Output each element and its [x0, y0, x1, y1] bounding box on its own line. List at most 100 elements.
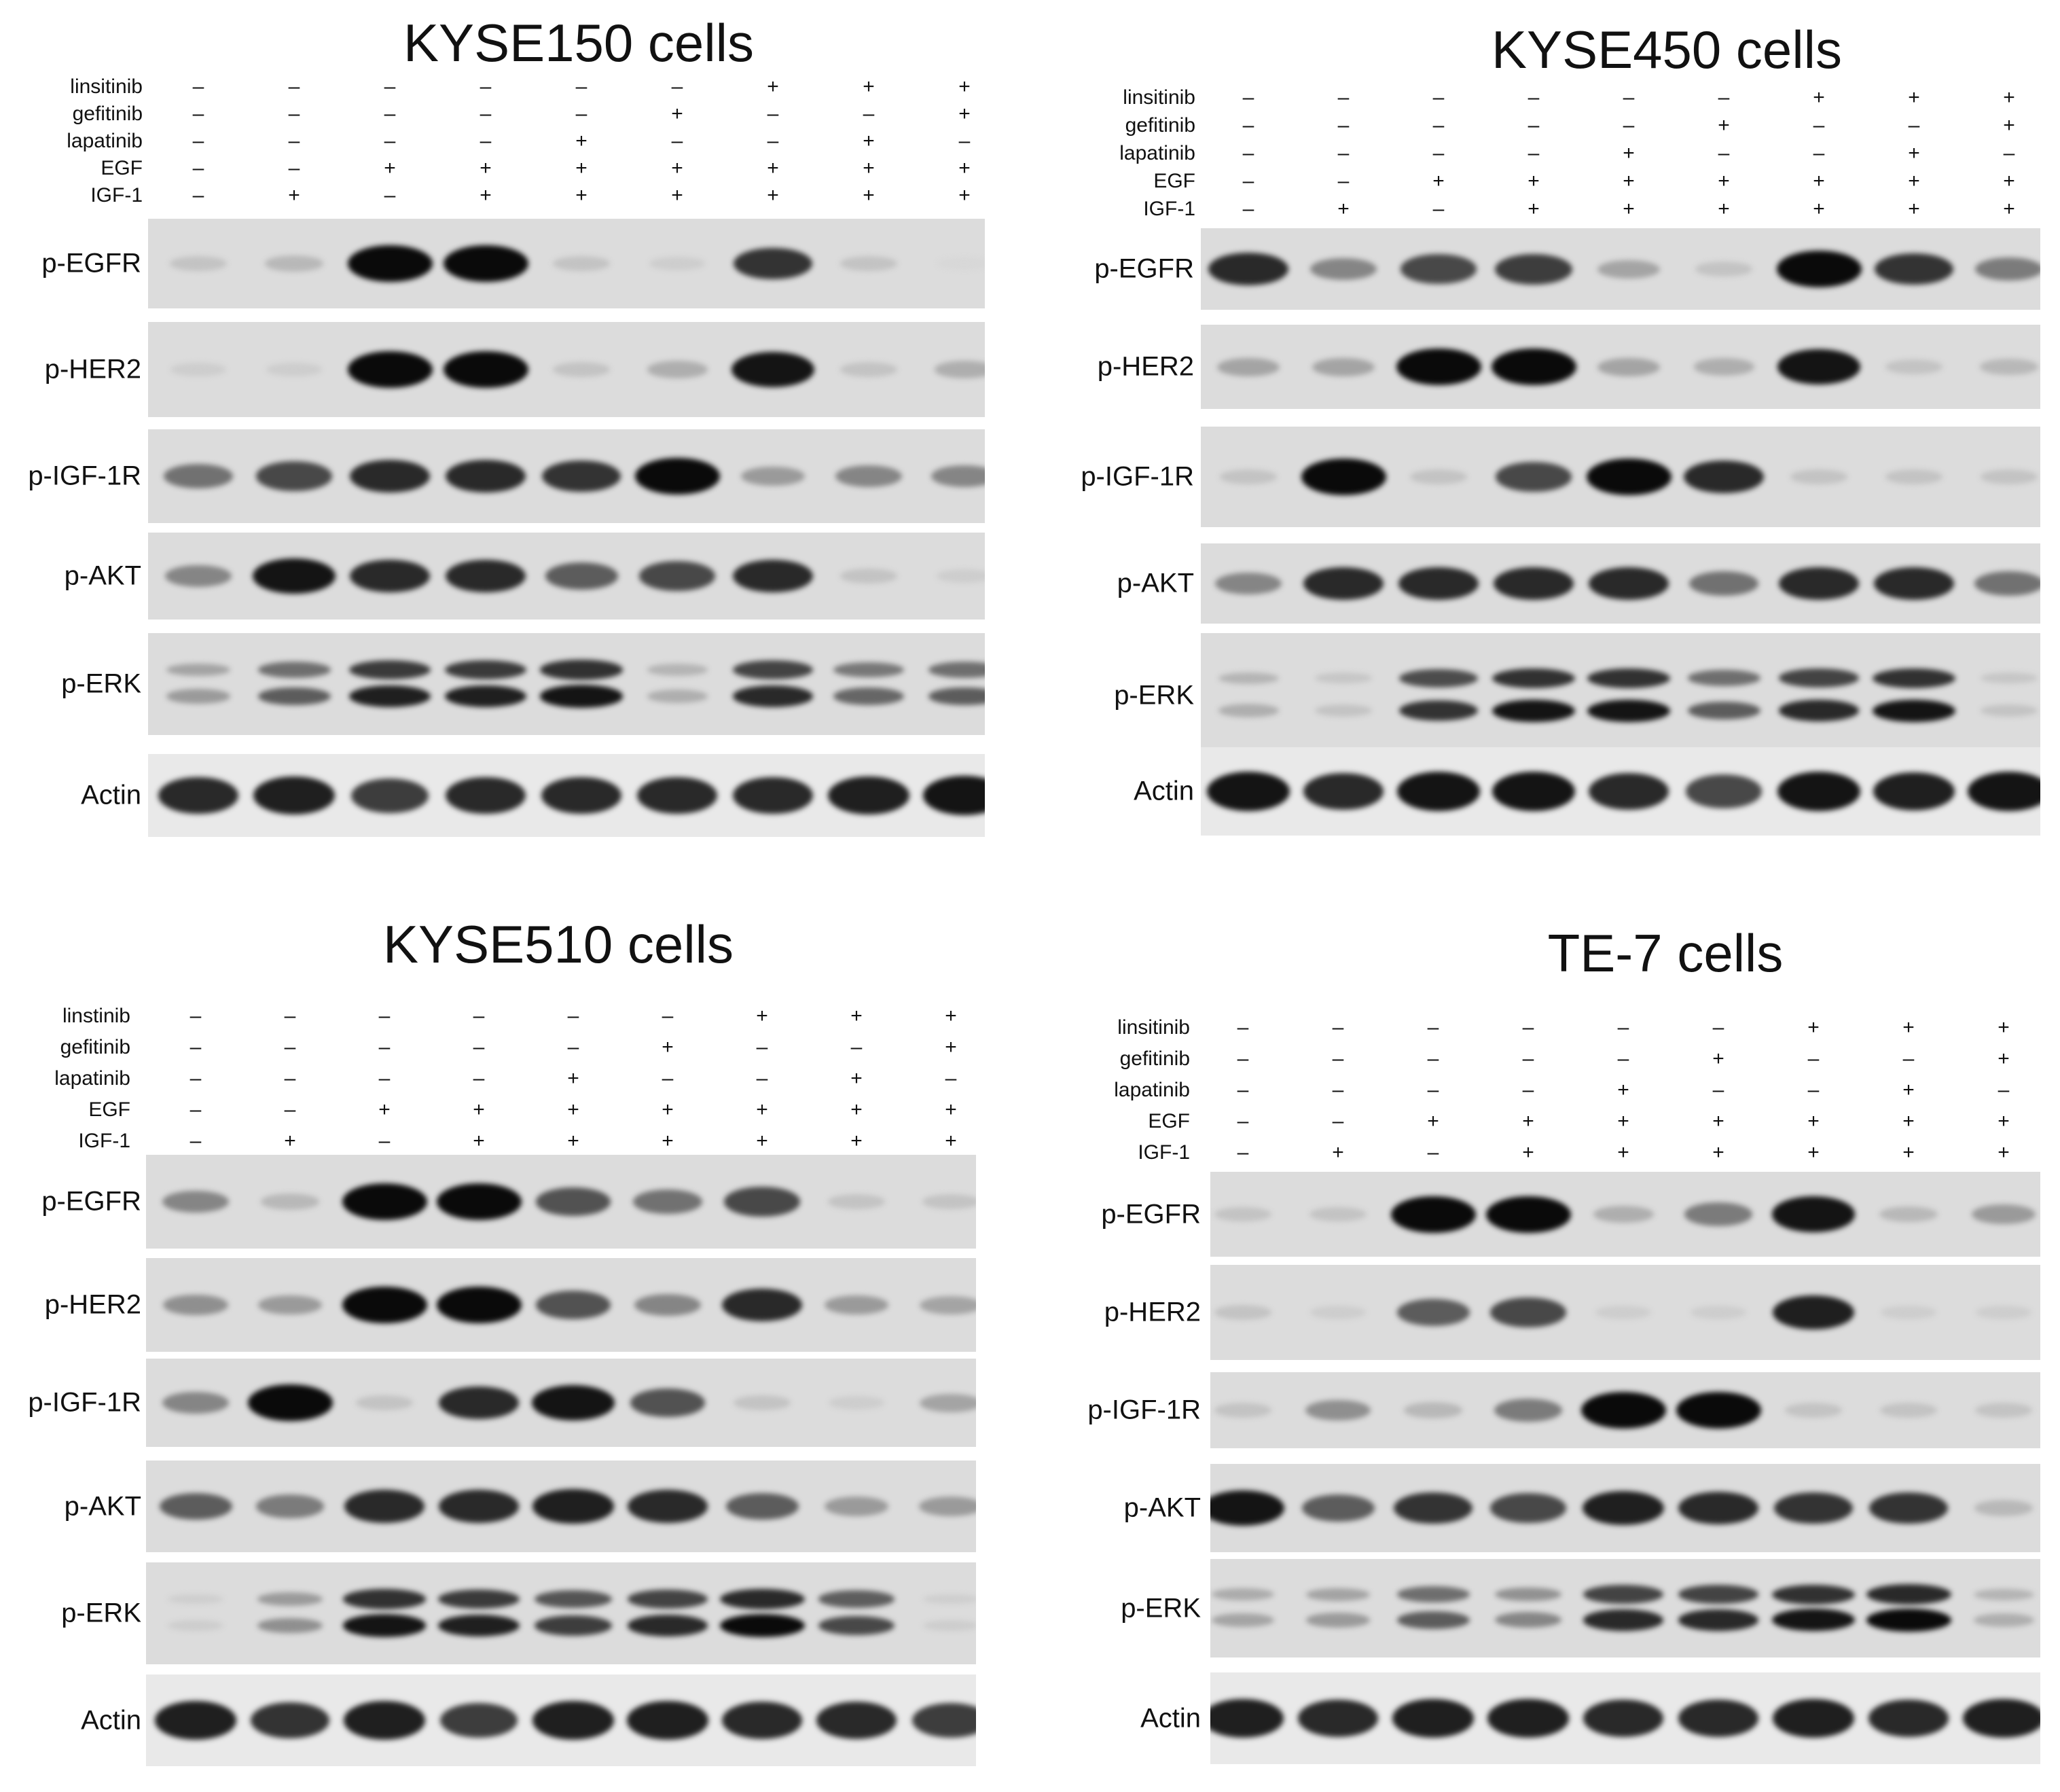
blot-band: [1678, 1700, 1759, 1737]
blot-strip: [1201, 633, 2040, 758]
blot-band: [721, 1288, 803, 1322]
blot-band: [545, 562, 618, 590]
treatment-sign: –: [1427, 1047, 1439, 1070]
blot-band: [348, 685, 431, 708]
blot-band: [444, 660, 527, 680]
treatment-sign: –: [662, 1005, 674, 1027]
treatment-sign: –: [1237, 1141, 1249, 1164]
treatment-label: lapatinib: [1114, 1079, 1190, 1101]
treatment-sign: –: [1242, 114, 1254, 137]
treatment-sign: +: [567, 1098, 579, 1121]
blot-band: [1399, 700, 1478, 721]
treatment-sign: –: [480, 130, 492, 152]
blot-band: [1303, 567, 1384, 601]
blot-band: [1771, 1196, 1856, 1232]
panel-title: KYSE510 cells: [383, 914, 734, 974]
blot-label: p-IGF-1R: [28, 461, 141, 491]
blot-band: [647, 689, 708, 703]
treatment-sign: –: [1807, 1079, 1820, 1101]
blot-band: [1678, 1609, 1759, 1631]
treatment-sign: +: [863, 157, 875, 179]
treatment-sign: +: [756, 1098, 768, 1121]
blot-band: [1208, 252, 1289, 286]
blot-band: [1210, 1490, 1285, 1526]
treatment-sign: –: [1522, 1047, 1534, 1070]
blot-band: [541, 776, 622, 814]
blot-band: [532, 1489, 615, 1524]
treatment-sign: +: [1718, 198, 1730, 220]
blot-label: p-ERK: [61, 1598, 141, 1628]
blot-band: [825, 1497, 888, 1516]
treatment-sign: +: [1902, 1016, 1915, 1039]
treatment-sign: –: [567, 1005, 579, 1027]
blot-band: [1580, 1392, 1666, 1429]
blot-band: [1495, 1588, 1561, 1602]
blot-band: [1210, 1699, 1284, 1738]
treatment-sign: –: [945, 1067, 957, 1090]
blot-band: [1973, 1588, 2034, 1600]
treatment-sign: +: [1623, 142, 1635, 164]
treatment-sign: +: [1813, 198, 1825, 220]
blot-band: [1980, 704, 2038, 717]
blot-band: [1875, 253, 1953, 285]
blot-band: [1771, 1609, 1856, 1632]
blot-band: [443, 351, 528, 388]
blot-band: [1306, 1613, 1370, 1628]
blot-band: [1495, 1612, 1561, 1628]
blot-band: [264, 255, 324, 272]
blot-band: [257, 1617, 323, 1634]
blot-band: [732, 776, 814, 814]
blot-strip: [148, 429, 985, 523]
treatment-sign: +: [671, 157, 683, 179]
treatment-sign: –: [378, 1036, 391, 1058]
blot-band: [732, 559, 814, 593]
treatment-sign: +: [2003, 198, 2015, 220]
blot-label: p-HER2: [44, 1289, 141, 1320]
treatment-label: IGF-1: [1138, 1141, 1190, 1164]
blot-label: p-ERK: [1121, 1593, 1201, 1623]
blot-band: [1305, 1399, 1371, 1421]
treatment-sign: –: [480, 75, 492, 98]
blot-band: [1695, 262, 1753, 276]
blot-band: [1973, 1613, 2034, 1627]
blot-band: [1687, 701, 1760, 720]
treatment-sign: –: [378, 1130, 391, 1152]
blot-label: p-IGF-1R: [28, 1387, 141, 1418]
treatment-sign: –: [1237, 1047, 1249, 1070]
treatment-sign: +: [1718, 170, 1730, 192]
blot-band: [1885, 469, 1943, 484]
treatment-sign: –: [473, 1036, 485, 1058]
treatment-sign: +: [473, 1098, 485, 1121]
blot-label: p-AKT: [1123, 1492, 1201, 1523]
blot-strip: [1201, 228, 2040, 310]
treatment-sign: –: [1237, 1110, 1249, 1132]
blot-band: [1974, 1500, 2034, 1516]
treatment-sign: –: [1332, 1079, 1344, 1101]
blot-band: [934, 361, 985, 378]
blot-band: [937, 257, 985, 270]
blot-strip: [1210, 1372, 2040, 1448]
blot-band: [1771, 1584, 1856, 1605]
treatment-sign: +: [288, 184, 300, 207]
blot-band: [1776, 251, 1862, 287]
treatment-sign: +: [958, 75, 971, 98]
treatment-sign: –: [1237, 1079, 1249, 1101]
blot-label: p-HER2: [44, 354, 141, 384]
blot-band: [257, 687, 331, 706]
blot-band: [719, 1589, 805, 1609]
blot-band: [1583, 1609, 1664, 1631]
blot-band: [1493, 567, 1574, 601]
blot-band: [1873, 772, 1955, 811]
treatment-sign: –: [2003, 142, 2015, 164]
blot-label: p-AKT: [64, 1491, 141, 1521]
treatment-sign: –: [384, 75, 396, 98]
blot-band: [1212, 1588, 1274, 1601]
blot-label: p-EGFR: [41, 1186, 141, 1217]
blot-band: [1676, 1392, 1761, 1429]
blot-label: p-HER2: [1104, 1297, 1201, 1327]
treatment-sign: –: [284, 1036, 296, 1058]
blot-label: Actin: [81, 780, 141, 810]
blot-band: [1790, 469, 1848, 484]
blot-band: [342, 1183, 427, 1220]
treatment-sign: –: [1528, 114, 1540, 137]
